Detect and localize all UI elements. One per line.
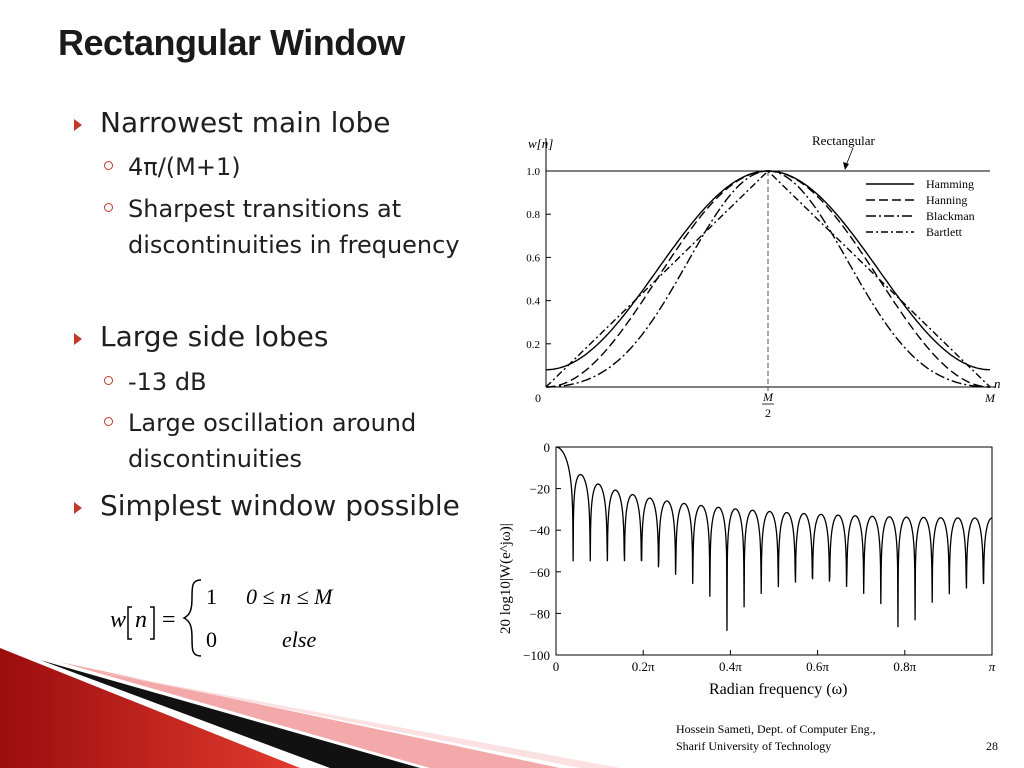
bullet-side-lobes: Large side lobes — [100, 320, 329, 353]
footer-line1: Hossein Sameti, Dept. of Computer Eng., — [676, 722, 876, 736]
chart2-ylabel: 20 log10|W(e^jω)| — [498, 523, 514, 634]
chart1-series-bartlett — [545, 170, 991, 388]
bullet-main-lobe: Narrowest main lobe — [100, 106, 391, 139]
page-number: 28 — [986, 739, 998, 753]
chart1-x-tick-label: M — [984, 391, 996, 405]
sub-bullet-ring-icon — [104, 203, 113, 212]
chart2-x-tick-label: 0.8π — [893, 659, 916, 674]
slide-title: Rectangular Window — [58, 22, 405, 63]
chart1-xlabel: n — [994, 376, 1001, 391]
sub-bullet-oscillation: Large oscillation around discontinuities — [128, 409, 417, 473]
sub-bullet-13db: -13 dB — [128, 368, 207, 396]
formula-case1-condition: 0 ≤ n ≤ M — [246, 584, 334, 609]
sub-bullet-transitions: Sharpest transitions at discontinuities … — [128, 195, 460, 259]
chart1-legend-label: Blackman — [926, 209, 975, 223]
chart1-y-tick-label: 1.0 — [526, 166, 540, 178]
chart1-legend-label: Bartlett — [926, 225, 963, 239]
chart2-x-tick-label: 0.6π — [806, 659, 829, 674]
sub-bullet-ring-icon — [104, 417, 113, 426]
chart1-ylabel: w[n] — [528, 136, 553, 151]
chart1-legend-label: Hamming — [926, 177, 974, 191]
chart2-x-tick-label: 0.2π — [632, 659, 655, 674]
chart1-y-tick-label: 0.6 — [526, 252, 540, 264]
chart1-annotation: Rectangular — [812, 133, 875, 148]
chart1-y-tick-label: 0.8 — [526, 209, 540, 221]
bullet-arrow-icon — [74, 119, 82, 131]
window-formula: w n = 1 0 ≤ n ≤ M 0 else — [110, 579, 334, 657]
chart2-x-tick-label: π — [989, 659, 996, 674]
chart1-x-tick-label: 0 — [535, 391, 541, 405]
formula-equals: = — [162, 607, 176, 633]
bullet-arrow-icon — [74, 333, 82, 345]
window-shapes-chart: w[n] 0.2 0.4 0.6 0.8 1.0 0 M 2 M Rectangular Ham… — [526, 133, 1001, 420]
sub-bullet-width: 4π/(M+1) — [128, 153, 241, 181]
chart2-y-tick-label: −40 — [530, 523, 550, 538]
bullet-arrow-icon — [74, 502, 82, 514]
sub-bullet-ring-icon — [104, 376, 113, 385]
formula-case1-value: 1 — [206, 584, 217, 609]
chart1-y-tick-label: 0.4 — [526, 296, 540, 308]
chart1-y-tick-label: 0.2 — [526, 339, 540, 351]
formula-case2-condition: else — [282, 627, 316, 652]
sub-bullet-ring-icon — [104, 161, 113, 170]
chart2-xlabel: Radian frequency (ω) — [709, 681, 847, 698]
formula-n: n — [135, 607, 147, 633]
chart2-y-tick-label: −20 — [530, 482, 550, 497]
chart2-x-tick-label: 0 — [553, 659, 560, 674]
bullet-simplest: Simplest window possible — [100, 489, 460, 522]
chart2-y-tick-label: −100 — [523, 648, 550, 663]
chart1-series-blackman — [546, 170, 990, 388]
chart2-y-tick-label: −80 — [530, 606, 550, 621]
footer-line2: Sharif University of Technology — [676, 739, 832, 753]
chart2-y-tick-label: −60 — [530, 565, 550, 580]
chart2-series-rectangular — [555, 446, 993, 631]
chart2-y-tick-label: 0 — [544, 440, 551, 455]
formula-case2-value: 0 — [206, 627, 217, 652]
chart1-x-tick-label: M — [762, 390, 774, 404]
chart2-x-tick-label: 0.4π — [719, 659, 742, 674]
formula-w: w — [110, 607, 126, 633]
decorative-stripes — [0, 648, 620, 768]
chart2-frame — [555, 446, 993, 656]
chart1-x-tick-label: 2 — [765, 406, 771, 420]
chart1-legend-label: Hanning — [926, 193, 967, 207]
